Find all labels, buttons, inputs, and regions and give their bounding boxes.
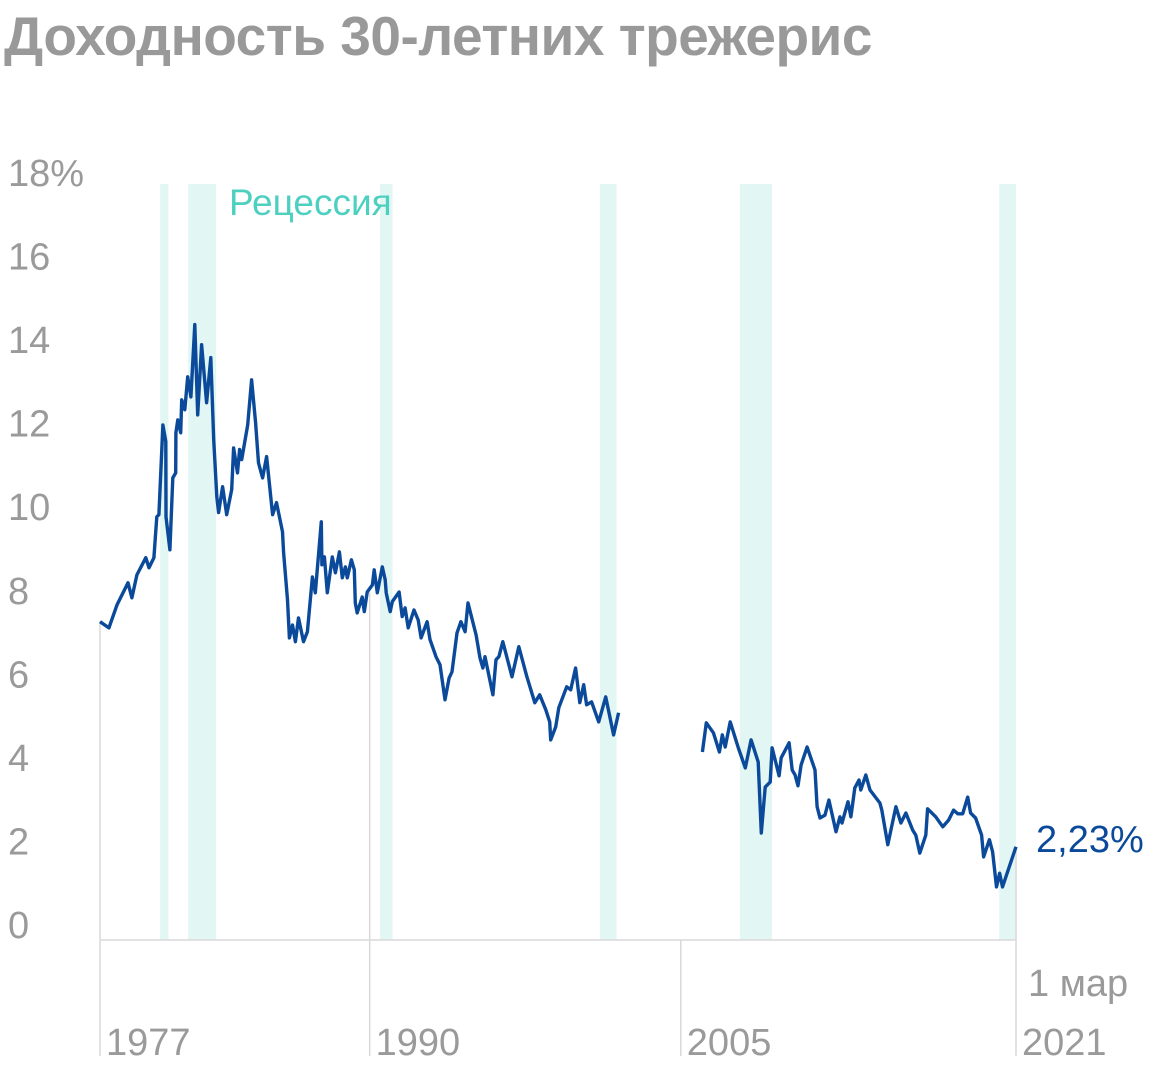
recession-label: Рецессия bbox=[229, 182, 392, 223]
y-tick-label: 12 bbox=[8, 404, 50, 446]
y-tick-label: 16 bbox=[8, 237, 50, 279]
recession-band bbox=[599, 184, 617, 940]
chart-title: Доходность 30-летних трежерис bbox=[4, 5, 872, 67]
x-ticks: 1977 1990 2005 2021 1 мар bbox=[106, 963, 1128, 1064]
recession-bands bbox=[160, 184, 1016, 940]
y-tick-label: 0 bbox=[8, 905, 29, 947]
recession-band bbox=[739, 184, 773, 940]
x-tick-label: 2021 bbox=[1022, 1022, 1107, 1064]
recession-band bbox=[380, 184, 393, 940]
recession-band bbox=[160, 184, 169, 940]
y-tick-label: 6 bbox=[8, 654, 29, 696]
x-tick-label: 1990 bbox=[376, 1022, 461, 1064]
y-tick-label: 4 bbox=[8, 738, 29, 780]
end-value-label: 2,23% bbox=[1036, 819, 1144, 861]
series-line bbox=[99, 322, 1018, 889]
y-tick-label: 8 bbox=[8, 571, 29, 613]
recession-band bbox=[188, 184, 217, 940]
y-ticks: 18% 16 14 12 10 8 6 4 2 0 bbox=[8, 153, 84, 947]
y-tick-label: 18% bbox=[8, 153, 84, 195]
recession-band bbox=[999, 184, 1016, 940]
y-tick-label: 14 bbox=[8, 320, 50, 362]
y-tick-label: 2 bbox=[8, 821, 29, 863]
axes bbox=[99, 591, 1017, 1056]
x-tick-sublabel: 1 мар bbox=[1028, 963, 1128, 1005]
x-tick-label: 1977 bbox=[106, 1022, 191, 1064]
x-tick-label: 2005 bbox=[687, 1022, 772, 1064]
y-tick-label: 10 bbox=[8, 487, 50, 529]
